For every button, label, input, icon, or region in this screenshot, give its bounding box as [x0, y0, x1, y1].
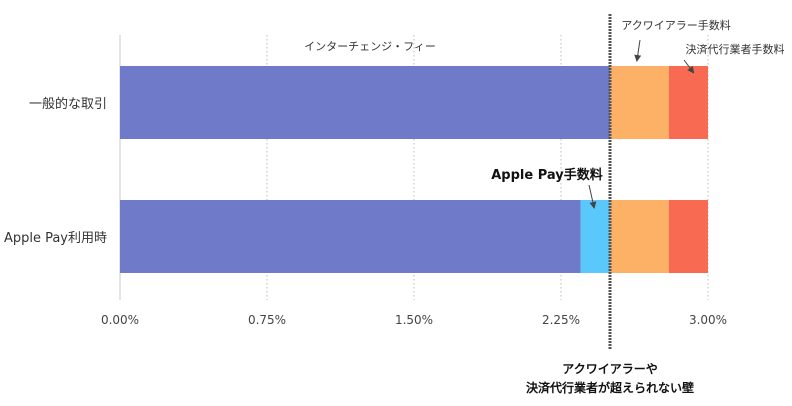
x-tick-label: 3.00%	[689, 313, 727, 327]
acquirer-arrow	[634, 39, 642, 62]
bar-processor-1	[668, 200, 708, 273]
bar-acquirer-0	[610, 66, 669, 139]
labels: 一般的な取引 Apple Pay利用時 インターチェンジ・フィー アクワイアラー…	[4, 18, 785, 395]
x-tick-label: 1.50%	[395, 313, 433, 327]
category-label-applepay: Apple Pay利用時	[4, 231, 107, 246]
x-tick-label: 0.00%	[101, 313, 139, 327]
x-tick-label: 2.25%	[542, 313, 580, 327]
processor-fee-label: 決済代行業者手数料	[686, 42, 785, 56]
interchange-label: インターチェンジ・フィー	[304, 40, 436, 53]
applepay-fee-label: Apple Pay手数料	[491, 167, 603, 183]
bar-processor-0	[668, 66, 708, 139]
x-axis-ticks: 0.00% 0.75% 1.50% 2.25% 3.00%	[101, 313, 727, 327]
applepay-arrow	[588, 184, 597, 209]
bar-applepay-1	[580, 200, 610, 273]
acquirer-fee-label: アクワイアラー手数料	[621, 18, 730, 32]
category-label-normal: 一般的な取引	[29, 96, 107, 112]
bar-interchange-1	[120, 200, 581, 273]
bars	[120, 66, 708, 273]
bar-interchange-0	[120, 66, 610, 139]
wall-label-line1: アクワイアラーや	[562, 362, 657, 376]
processor-arrow	[683, 59, 695, 74]
wall-label-line2: 決済代行業者が超えられない壁	[526, 380, 694, 395]
bar-acquirer-1	[610, 200, 669, 273]
x-tick-label: 0.75%	[248, 313, 286, 327]
